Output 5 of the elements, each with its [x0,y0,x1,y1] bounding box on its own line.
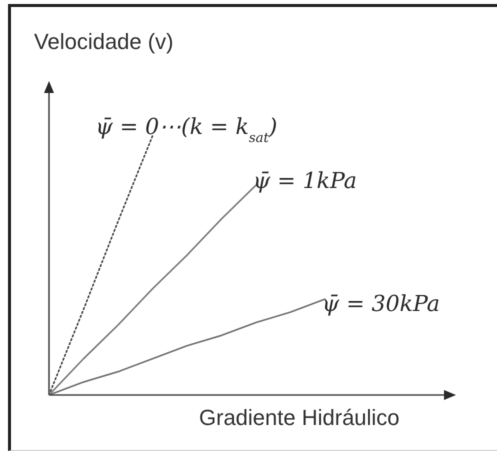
series-label: ψ̄ = 1kPa [252,169,357,194]
x-axis-title: Gradiente Hidráulico [199,405,400,431]
series-label: ψ̄ = 0⋯(k = k$_{sat}$) [95,115,278,146]
series-label: ψ̄ = 30kPa [322,292,440,318]
y-axis-title: Velocidade (v) [34,29,174,55]
